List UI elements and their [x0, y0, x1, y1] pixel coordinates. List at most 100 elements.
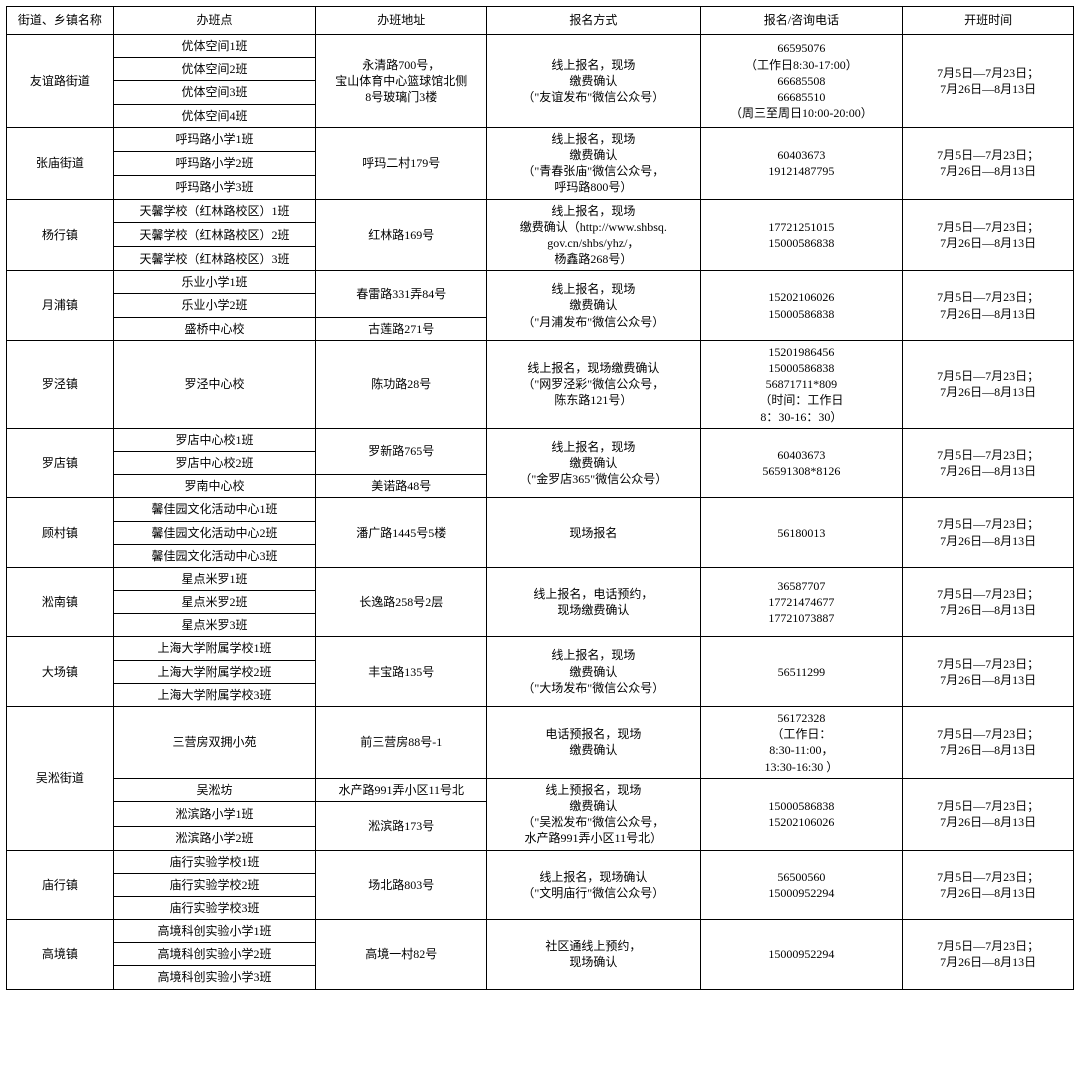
cell: 馨佳园文化活动中心2班: [113, 521, 316, 544]
cell: 馨佳园文化活动中心1班: [113, 498, 316, 521]
cell: 线上报名，现场 缴费确认（http://www.shbsq. gov.cn/sh…: [487, 199, 700, 271]
cell: 水产路991弄小区11号北: [316, 778, 487, 801]
cell: 线上报名，现场 缴费确认 （"大场发布"微信公众号）: [487, 637, 700, 707]
cell: 优体空间1班: [113, 35, 316, 58]
cell: 罗店中心校1班: [113, 428, 316, 451]
cell: 线上报名，现场 缴费确认 （"月浦发布"微信公众号）: [487, 271, 700, 341]
cell: 罗南中心校: [113, 475, 316, 498]
cell: 张庙街道: [7, 127, 114, 199]
cell: 罗新路765号: [316, 428, 487, 474]
cell: 高境科创实验小学2班: [113, 943, 316, 966]
cell: 馨佳园文化活动中心3班: [113, 544, 316, 567]
cell: 高境科创实验小学3班: [113, 966, 316, 989]
cell: 7月5日—7月23日； 7月26日—8月13日: [903, 340, 1074, 428]
cell: 56172328 （工作日： 8:30-11:00， 13:30-16:30 ）: [700, 707, 903, 779]
cell: 吴淞坊: [113, 778, 316, 801]
cell: 优体空间3班: [113, 81, 316, 104]
cell: 15000586838 15202106026: [700, 778, 903, 850]
cell: 7月5日—7月23日； 7月26日—8月13日: [903, 920, 1074, 990]
cell: 15201986456 15000586838 56871711*809 （时间…: [700, 340, 903, 428]
cell: 7月5日—7月23日； 7月26日—8月13日: [903, 35, 1074, 128]
cell: 庙行镇: [7, 850, 114, 920]
cell: 7月5日—7月23日； 7月26日—8月13日: [903, 498, 1074, 568]
cell: 7月5日—7月23日； 7月26日—8月13日: [903, 567, 1074, 637]
cell: 陈功路28号: [316, 340, 487, 428]
cell: 天馨学校（红林路校区）2班: [113, 223, 316, 247]
cell: 高境一村82号: [316, 920, 487, 990]
cell: 7月5日—7月23日； 7月26日—8月13日: [903, 850, 1074, 920]
cell: 17721251015 15000586838: [700, 199, 903, 271]
header-method: 报名方式: [487, 7, 700, 35]
cell: 淞滨路173号: [316, 801, 487, 850]
cell: 线上报名，现场 缴费确认 （"金罗店365"微信公众号）: [487, 428, 700, 498]
class-schedule-table: 街道、乡镇名称 办班点 办班地址 报名方式 报名/咨询电话 开班时间 友谊路街道…: [6, 6, 1074, 990]
cell: 呼玛路小学2班: [113, 151, 316, 175]
cell: 友谊路街道: [7, 35, 114, 128]
header-address: 办班地址: [316, 7, 487, 35]
header-row: 街道、乡镇名称 办班点 办班地址 报名方式 报名/咨询电话 开班时间: [7, 7, 1074, 35]
cell: 7月5日—7月23日； 7月26日—8月13日: [903, 199, 1074, 271]
cell: 线上报名，现场 缴费确认 （"友谊发布"微信公众号）: [487, 35, 700, 128]
cell: 7月5日—7月23日； 7月26日—8月13日: [903, 428, 1074, 498]
cell: 56180013: [700, 498, 903, 568]
cell: 线上报名，现场 缴费确认 （"青春张庙"微信公众号， 呼玛路800号）: [487, 127, 700, 199]
cell: 淞滨路小学2班: [113, 827, 316, 850]
cell: 电话预报名，现场 缴费确认: [487, 707, 700, 779]
cell: 56511299: [700, 637, 903, 707]
cell: 天馨学校（红林路校区）3班: [113, 247, 316, 271]
cell: 7月5日—7月23日； 7月26日—8月13日: [903, 637, 1074, 707]
cell: 淞滨路小学1班: [113, 801, 316, 826]
cell: 天馨学校（红林路校区）1班: [113, 199, 316, 223]
header-district: 街道、乡镇名称: [7, 7, 114, 35]
cell: 场北路803号: [316, 850, 487, 920]
cell: 66595076 （工作日8:30-17:00） 66685508 666855…: [700, 35, 903, 128]
cell: 杨行镇: [7, 199, 114, 271]
cell: 乐业小学1班: [113, 271, 316, 294]
cell: 罗店镇: [7, 428, 114, 498]
cell: 罗泾镇: [7, 340, 114, 428]
cell: 线上报名，现场缴费确认 （"网罗泾彩"微信公众号， 陈东路121号）: [487, 340, 700, 428]
cell: 上海大学附属学校1班: [113, 637, 316, 660]
cell: 星点米罗2班: [113, 591, 316, 614]
cell: 乐业小学2班: [113, 294, 316, 317]
cell: 大场镇: [7, 637, 114, 707]
cell: 优体空间4班: [113, 104, 316, 127]
cell: 三营房双拥小苑: [113, 707, 316, 779]
cell: 罗泾中心校: [113, 340, 316, 428]
cell: 15000952294: [700, 920, 903, 990]
cell: 庙行实验学校3班: [113, 896, 316, 919]
cell: 长逸路258号2层: [316, 567, 487, 637]
cell: 永清路700号， 宝山体育中心篮球馆北侧 8号玻璃门3楼: [316, 35, 487, 128]
cell: 高境镇: [7, 920, 114, 990]
cell: 古莲路271号: [316, 317, 487, 340]
cell: 36587707 17721474677 17721073887: [700, 567, 903, 637]
cell: 56500560 15000952294: [700, 850, 903, 920]
cell: 顾村镇: [7, 498, 114, 568]
cell: 春雷路331弄84号: [316, 271, 487, 317]
cell: 现场报名: [487, 498, 700, 568]
cell: 庙行实验学校1班: [113, 850, 316, 873]
cell: 上海大学附属学校2班: [113, 660, 316, 683]
cell: 罗店中心校2班: [113, 451, 316, 474]
header-phone: 报名/咨询电话: [700, 7, 903, 35]
cell: 7月5日—7月23日； 7月26日—8月13日: [903, 778, 1074, 850]
header-time: 开班时间: [903, 7, 1074, 35]
cell: 前三营房88号-1: [316, 707, 487, 779]
cell: 庙行实验学校2班: [113, 873, 316, 896]
cell: 红林路169号: [316, 199, 487, 271]
cell: 淞南镇: [7, 567, 114, 637]
cell: 丰宝路135号: [316, 637, 487, 707]
cell: 高境科创实验小学1班: [113, 920, 316, 943]
cell: 7月5日—7月23日； 7月26日—8月13日: [903, 271, 1074, 341]
cell: 线上报名，电话预约， 现场缴费确认: [487, 567, 700, 637]
cell: 60403673 19121487795: [700, 127, 903, 199]
cell: 星点米罗1班: [113, 567, 316, 590]
cell: 7月5日—7月23日； 7月26日—8月13日: [903, 707, 1074, 779]
cell: 盛桥中心校: [113, 317, 316, 340]
header-spot: 办班点: [113, 7, 316, 35]
cell: 美诺路48号: [316, 475, 487, 498]
cell: 呼玛二村179号: [316, 127, 487, 199]
cell: 线上预报名，现场 缴费确认 （"吴淞发布"微信公众号， 水产路991弄小区11号…: [487, 778, 700, 850]
cell: 潘广路1445号5楼: [316, 498, 487, 568]
cell: 上海大学附属学校3班: [113, 683, 316, 706]
